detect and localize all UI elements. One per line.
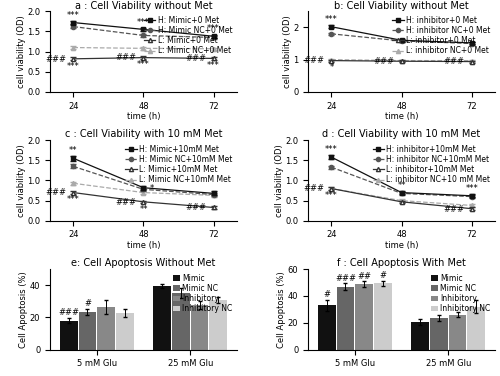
Legend: H: inhibitor+0 Met, H: inhibitor NC+0 Met, L: inhibitor+0 Met, L: inhibitor NC+0: H: inhibitor+0 Met, H: inhibitor NC+0 Me… [392, 15, 491, 56]
Bar [190, 305, 208, 350]
Text: ###: ### [115, 198, 136, 207]
X-axis label: time (h): time (h) [126, 241, 160, 250]
Text: ###: ### [335, 273, 356, 282]
Text: ###: ### [444, 205, 464, 214]
Y-axis label: cell viability (OD): cell viability (OD) [275, 144, 284, 217]
Bar [116, 314, 134, 350]
Text: ***: *** [466, 184, 478, 193]
Text: ***: *** [67, 11, 80, 20]
X-axis label: time (h): time (h) [385, 241, 418, 250]
Text: ###: ### [303, 56, 324, 65]
Bar [412, 322, 429, 350]
Text: *: * [150, 184, 154, 193]
Text: ###: ### [45, 55, 66, 64]
Title: f : Cell Apoptosis With Met: f : Cell Apoptosis With Met [337, 258, 466, 268]
Bar [374, 283, 392, 350]
Text: #: # [380, 271, 386, 280]
Bar [448, 315, 466, 350]
Y-axis label: cell viability (OD): cell viability (OD) [17, 144, 26, 217]
Title: e: Cell Apoptosis Without Met: e: Cell Apoptosis Without Met [72, 258, 216, 268]
Bar [60, 321, 78, 350]
Text: ***: *** [67, 62, 80, 71]
X-axis label: time (h): time (h) [126, 112, 160, 121]
Text: ###: ### [45, 188, 66, 197]
Text: ***: *** [325, 145, 338, 154]
Bar [318, 305, 336, 350]
Bar [172, 293, 190, 350]
Legend: Mimic, Mimic NC, Inhibitory, Inhibitory NC: Mimic, Mimic NC, Inhibitory, Inhibitory … [430, 273, 491, 314]
Text: **: ** [398, 181, 406, 190]
Text: ***: *** [207, 61, 220, 70]
Bar [154, 286, 171, 350]
Text: ***: *** [325, 191, 338, 200]
Bar [355, 284, 373, 350]
Bar [468, 307, 485, 350]
Text: ###: ### [373, 57, 394, 66]
Text: ###: ### [115, 53, 136, 62]
Y-axis label: Cell Apoptosis (%): Cell Apoptosis (%) [20, 271, 28, 348]
Bar [210, 300, 227, 350]
Title: c : Cell Viability with 10 mM Met: c : Cell Viability with 10 mM Met [64, 129, 222, 139]
Text: **: ** [139, 205, 147, 214]
Text: **: ** [69, 146, 78, 155]
Text: ***: *** [325, 15, 338, 24]
Title: b: Cell Viability without Met: b: Cell Viability without Met [334, 0, 469, 11]
X-axis label: time (h): time (h) [385, 112, 418, 121]
Legend: H: Mimic+0 Met, H: Mimic NC+0 Met, L: Mimic+0 Met, L: Mimic NC+0 Met: H: Mimic+0 Met, H: Mimic NC+0 Met, L: Mi… [144, 15, 233, 56]
Bar [336, 287, 354, 350]
Title: a : Cell Viability without Met: a : Cell Viability without Met [74, 0, 212, 11]
Text: ***: *** [207, 24, 220, 33]
Title: d : Cell Viability with 10 mM Met: d : Cell Viability with 10 mM Met [322, 129, 480, 139]
Legend: H: inhibitor+10mM Met, H: inhibitor NC+10mM Met, L: inhibitor+10mM Met, L: inhib: H: inhibitor+10mM Met, H: inhibitor NC+1… [372, 144, 491, 185]
Text: ###: ### [303, 185, 324, 193]
Y-axis label: Cell Apoptosis (%): Cell Apoptosis (%) [278, 271, 286, 348]
Text: ***: *** [137, 18, 150, 27]
Text: ###: ### [58, 308, 79, 317]
Bar [430, 318, 448, 350]
Text: ###: ### [186, 54, 206, 63]
Text: #: # [84, 299, 91, 308]
Text: ***: *** [67, 196, 80, 205]
Text: #: # [323, 290, 330, 299]
Legend: H: Mimic+10mM Met, H: Mimic NC+10mM Met, L: Mimic+10mM Met, L: Mimic NC+10mM Met: H: Mimic+10mM Met, H: Mimic NC+10mM Met,… [124, 144, 233, 185]
Text: *: * [330, 62, 334, 71]
Legend: Mimic, Mimic NC, Inhibitory, Inhibitory NC: Mimic, Mimic NC, Inhibitory, Inhibitory … [172, 273, 233, 314]
Text: ##: ## [357, 271, 371, 280]
Text: ***: *** [137, 60, 150, 69]
Y-axis label: cell viability (OD): cell viability (OD) [282, 15, 292, 88]
Bar [97, 307, 115, 350]
Text: ###: ### [444, 57, 464, 66]
Bar [78, 312, 96, 350]
Text: ###: ### [186, 203, 206, 212]
Y-axis label: cell viability (OD): cell viability (OD) [17, 15, 26, 88]
